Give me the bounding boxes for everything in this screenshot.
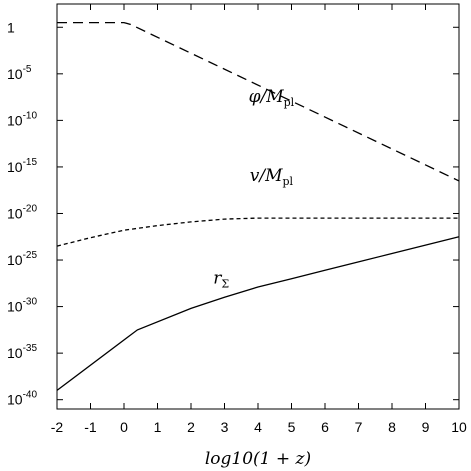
y-tick-label: 10-35: [7, 343, 37, 361]
x-tick-label: 10: [451, 419, 467, 435]
series-line-0: [57, 21, 460, 182]
y-tick-label: 10-30: [7, 297, 37, 315]
x-tick-label: 3: [221, 419, 229, 435]
y-tick-label: 10-15: [7, 157, 37, 175]
y-tick-label: 10-10: [7, 110, 37, 128]
y-tick-label: 10-40: [7, 390, 37, 408]
x-tick-label: 7: [355, 419, 363, 435]
series-line-2: [56, 236, 460, 391]
series-label-0: φ/Mpl: [249, 87, 295, 109]
y-tick-label: 10-25: [7, 250, 37, 268]
series-label-2: rΣ: [213, 268, 229, 290]
x-tick-label: -2: [51, 419, 64, 435]
series-line-1: [56, 217, 459, 247]
x-tick-label: 6: [321, 419, 329, 435]
x-tick-label: 4: [254, 419, 262, 435]
y-tick-label: 1: [7, 19, 15, 35]
y-tick-label: 10-5: [7, 64, 32, 82]
x-tick-label: 8: [388, 419, 396, 435]
x-tick-label: 5: [288, 419, 296, 435]
x-tick-label: 9: [422, 419, 430, 435]
x-tick-label: 1: [154, 419, 162, 435]
y-tick-label: 10-20: [7, 203, 37, 221]
series-label-1: v/Mpl: [250, 166, 294, 188]
x-axis-title: log10(1 + z): [205, 449, 311, 469]
x-tick-label: 2: [187, 419, 195, 435]
x-tick-label: 0: [120, 419, 128, 435]
x-tick-label: -1: [84, 419, 97, 435]
plot-frame: [56, 3, 460, 410]
